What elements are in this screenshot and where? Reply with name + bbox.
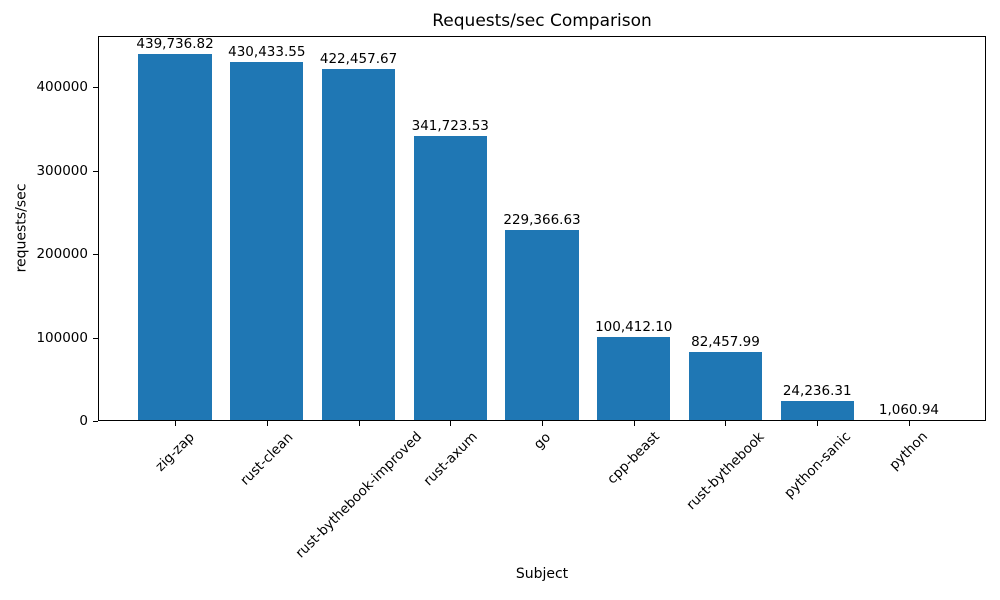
bar-value-label: 82,457.99 [691, 334, 760, 350]
bar-value-label: 422,457.67 [319, 51, 398, 67]
bar-value-label: 439,736.82 [136, 36, 214, 52]
bar-value-label: 100,412.10 [595, 319, 673, 335]
bar-value-label: 229,366.63 [503, 212, 581, 228]
x-tick-mark [908, 421, 910, 426]
y-tick-label: 100000 [36, 329, 88, 346]
x-tick-mark [266, 421, 268, 426]
bar-value-label: 1,060.94 [878, 402, 939, 418]
x-tick-label: cpp-beast [604, 429, 664, 488]
x-tick-label: rust-axum [420, 428, 481, 490]
bar [230, 62, 304, 421]
bar [780, 401, 854, 421]
x-axis-title: Subject [515, 566, 569, 582]
bar-value-label: 341,723.53 [411, 118, 489, 134]
bar [413, 136, 487, 421]
x-tick-mark [542, 421, 543, 426]
y-tick-label: 0 [79, 413, 88, 429]
y-tick-mark [93, 421, 98, 422]
bar-value-label: 24,236.31 [782, 383, 852, 399]
x-tick-label: go [530, 429, 554, 453]
x-tick-label: rust-bythebook [683, 429, 768, 514]
y-tick-mark [93, 254, 98, 256]
x-tick-mark [358, 421, 360, 426]
x-tick-mark [175, 421, 177, 426]
x-tick-mark [817, 421, 819, 426]
y-tick-label: 200000 [36, 246, 88, 263]
y-tick-mark [93, 87, 98, 89]
x-tick-label: python [886, 428, 932, 474]
x-tick-label: rust-bythebook-improved [291, 429, 425, 562]
x-tick-mark [725, 421, 727, 426]
bar [505, 230, 579, 421]
bar-value-label: 430,433.55 [228, 44, 306, 60]
bar [321, 69, 396, 421]
bar [597, 337, 671, 421]
x-tick-label: python-sanic [780, 428, 854, 502]
y-tick-label: 400000 [36, 79, 88, 96]
x-tick-label: rust-clean [237, 429, 297, 489]
bar [138, 54, 212, 421]
y-tick-mark [93, 170, 98, 172]
bar [688, 352, 763, 421]
y-tick-label: 300000 [36, 162, 88, 179]
y-tick-mark [93, 337, 98, 339]
chart-title: Requests/sec Comparison [432, 11, 652, 31]
x-tick-mark [633, 421, 635, 426]
x-tick-label: zig-zap [152, 428, 198, 475]
x-tick-mark [450, 421, 452, 426]
